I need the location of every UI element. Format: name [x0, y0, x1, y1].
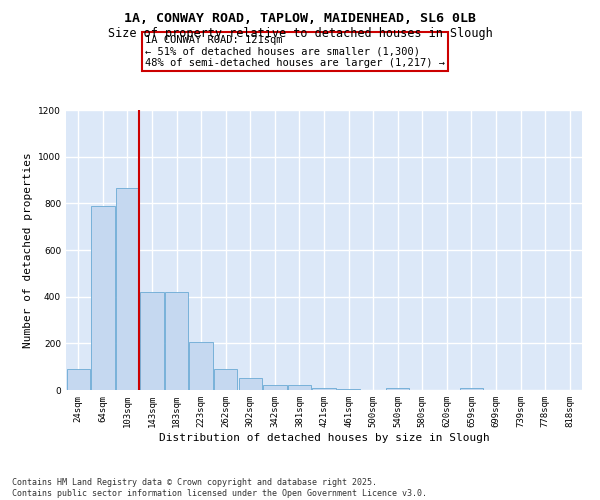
Bar [214, 369, 238, 390]
Y-axis label: Number of detached properties: Number of detached properties [23, 152, 32, 348]
Bar [337, 389, 360, 390]
Text: 1A CONWAY ROAD: 121sqm
← 51% of detached houses are smaller (1,300)
48% of semi-: 1A CONWAY ROAD: 121sqm ← 51% of detached… [145, 35, 445, 68]
Bar [67, 369, 90, 390]
Text: Size of property relative to detached houses in Slough: Size of property relative to detached ho… [107, 28, 493, 40]
Bar [263, 386, 287, 390]
Bar [386, 388, 409, 390]
Bar [460, 388, 483, 390]
Bar [239, 378, 262, 390]
Bar [165, 292, 188, 390]
Bar [288, 386, 311, 390]
Bar [140, 292, 164, 390]
Text: 1A, CONWAY ROAD, TAPLOW, MAIDENHEAD, SL6 0LB: 1A, CONWAY ROAD, TAPLOW, MAIDENHEAD, SL6… [124, 12, 476, 26]
Bar [190, 342, 213, 390]
Text: Contains HM Land Registry data © Crown copyright and database right 2025.
Contai: Contains HM Land Registry data © Crown c… [12, 478, 427, 498]
Bar [91, 206, 115, 390]
X-axis label: Distribution of detached houses by size in Slough: Distribution of detached houses by size … [158, 432, 490, 442]
Bar [116, 188, 139, 390]
Bar [313, 388, 335, 390]
